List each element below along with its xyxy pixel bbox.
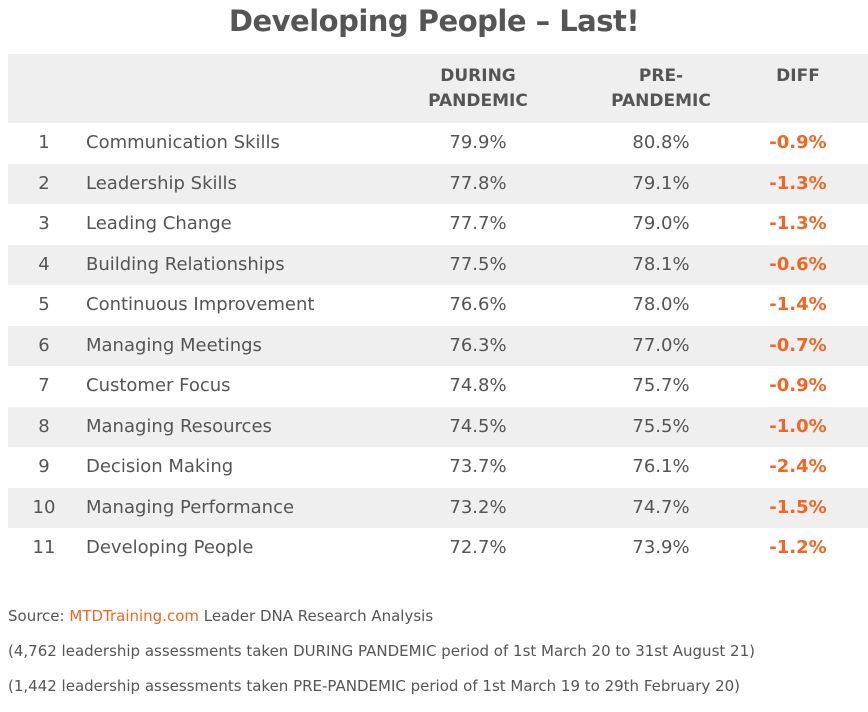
table-row: 1 Communication Skills 79.9% 80.8% -0.9%: [8, 123, 868, 164]
rank-cell: 1: [38, 132, 50, 153]
table-header: DURING PANDEMIC PRE- PANDEMIC DIFF: [8, 54, 868, 123]
diff-value-cell: -0.9%: [769, 132, 827, 153]
table-row: 4 Building Relationships 77.5% 78.1% -0.6%: [8, 244, 868, 285]
footnotes: Source: MTDTraining.com Leader DNA Resea…: [8, 603, 755, 708]
header-during-pandemic: DURING PANDEMIC: [413, 64, 543, 114]
pre-value-cell: 75.5%: [632, 415, 690, 437]
pre-value-cell: 77.0%: [632, 334, 690, 356]
pre-value-cell: 78.1%: [632, 253, 690, 275]
table-body: 1 Communication Skills 79.9% 80.8% -0.9% 2 Lea…: [8, 123, 868, 569]
header-during-line2: PANDEMIC: [428, 91, 528, 111]
diff-value-cell: -0.6%: [769, 253, 827, 275]
diff-value-cell: -1.2%: [769, 537, 827, 558]
during-value-cell: 77.8%: [449, 172, 507, 194]
diff-value-cell: -0.7%: [769, 334, 827, 356]
diff-value-cell: -0.9%: [769, 375, 827, 396]
rank-cell: 10: [32, 496, 56, 518]
during-value-cell: 77.7%: [449, 213, 507, 234]
source-suffix: Leader DNA Research Analysis: [199, 607, 434, 625]
during-value-cell: 77.5%: [449, 253, 507, 275]
chart-title: Developing People – Last!: [228, 4, 640, 38]
skill-cell: Customer Focus: [86, 375, 231, 396]
pre-value-cell: 80.8%: [632, 132, 690, 153]
pre-value-cell: 74.7%: [632, 496, 690, 518]
table-row: 10 Managing Performance 73.2% 74.7% -1.5%: [8, 487, 868, 528]
during-value-cell: 74.8%: [449, 375, 507, 396]
rank-cell: 5: [38, 294, 50, 315]
table-row: 5 Continuous Improvement 76.6% 78.0% -1.4%: [8, 285, 868, 326]
skill-cell: Continuous Improvement: [86, 294, 315, 315]
diff-value-cell: -1.4%: [769, 294, 827, 315]
pre-value-cell: 79.0%: [632, 213, 690, 234]
header-pre-pandemic: PRE- PANDEMIC: [596, 64, 726, 114]
table-row: 8 Managing Resources 74.5% 75.5% -1.0%: [8, 406, 868, 447]
table-row: 7 Customer Focus 74.8% 75.7% -0.9%: [8, 366, 868, 407]
header-pre-line2: PANDEMIC: [611, 91, 711, 111]
header-during-line1: DURING: [440, 66, 516, 86]
pre-value-cell: 75.7%: [632, 375, 690, 396]
table-row: 6 Managing Meetings 76.3% 77.0% -0.7%: [8, 325, 868, 366]
rank-cell: 7: [38, 375, 50, 396]
rank-cell: 8: [38, 415, 50, 437]
skill-cell: Developing People: [86, 537, 254, 558]
diff-value-cell: -1.5%: [769, 496, 827, 518]
source-prefix: Source:: [8, 607, 70, 625]
pre-value-cell: 78.0%: [632, 294, 690, 315]
table-row: 11 Developing People 72.7% 73.9% -1.2%: [8, 528, 868, 569]
pre-value-cell: 79.1%: [632, 172, 690, 194]
source-note: Source: MTDTraining.com Leader DNA Resea…: [8, 603, 755, 638]
skill-cell: Managing Meetings: [86, 334, 262, 356]
pre-period-note: (1,442 leadership assessments taken PRE-…: [8, 677, 741, 695]
skill-cell: Building Relationships: [86, 253, 285, 275]
rank-cell: 11: [32, 537, 56, 558]
during-value-cell: 72.7%: [449, 537, 507, 558]
source-link[interactable]: MTDTraining.com: [69, 607, 199, 625]
rank-cell: 3: [38, 213, 50, 234]
table-row: 2 Leadership Skills 77.8% 79.1% -1.3%: [8, 163, 868, 204]
pre-value-cell: 76.1%: [632, 456, 690, 477]
rank-cell: 2: [38, 172, 50, 194]
pre-value-cell: 73.9%: [632, 537, 690, 558]
during-value-cell: 73.7%: [449, 456, 507, 477]
header-diff: DIFF: [776, 66, 820, 86]
data-table: DURING PANDEMIC PRE- PANDEMIC DIFF 1 Comm…: [8, 54, 868, 569]
during-value-cell: 76.3%: [449, 334, 507, 356]
diff-value-cell: -2.4%: [769, 456, 827, 477]
rank-cell: 6: [38, 334, 50, 356]
table-row: 3 Leading Change 77.7% 79.0% -1.3%: [8, 204, 868, 245]
during-value-cell: 74.5%: [449, 415, 507, 437]
table-row: 9 Decision Making 73.7% 76.1% -2.4%: [8, 447, 868, 488]
during-value-cell: 73.2%: [449, 496, 507, 518]
skill-cell: Leading Change: [86, 213, 232, 234]
skill-cell: Leadership Skills: [86, 172, 237, 194]
diff-value-cell: -1.3%: [769, 213, 827, 234]
during-period-note: (4,762 leadership assessments taken DURI…: [8, 642, 755, 660]
during-value-cell: 76.6%: [449, 294, 507, 315]
diff-value-cell: -1.0%: [769, 415, 827, 437]
rank-cell: 9: [38, 456, 50, 477]
diff-value-cell: -1.3%: [769, 172, 827, 194]
skill-cell: Communication Skills: [86, 132, 280, 153]
skill-cell: Managing Resources: [86, 415, 272, 437]
during-value-cell: 79.9%: [449, 132, 507, 153]
skill-cell: Decision Making: [86, 456, 234, 477]
rank-cell: 4: [38, 253, 50, 275]
header-pre-line1: PRE-: [638, 66, 684, 86]
skill-cell: Managing Performance: [86, 496, 295, 518]
